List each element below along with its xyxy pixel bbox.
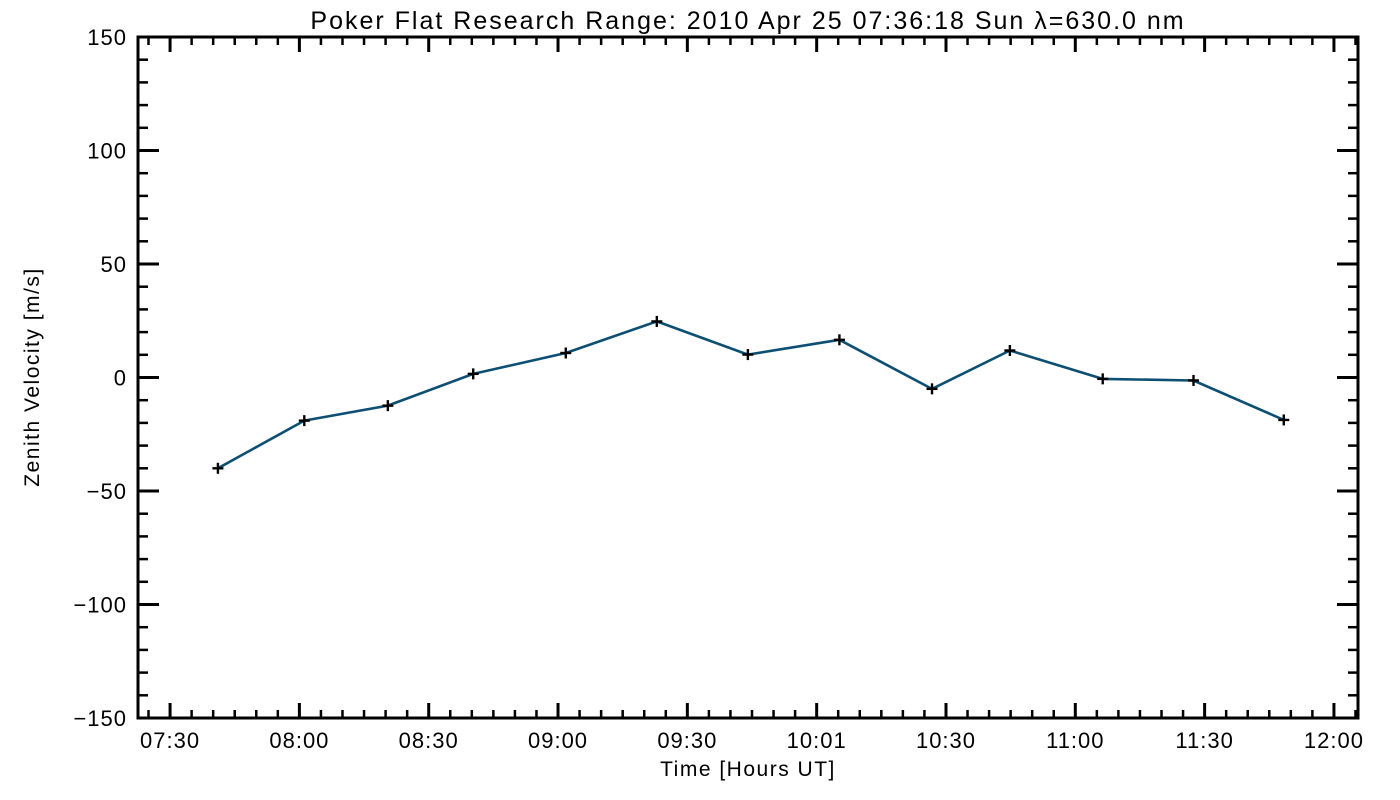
x-tick-label: 07:30 xyxy=(140,728,200,753)
x-tick-label: 08:30 xyxy=(399,728,459,753)
y-tick-label: 50 xyxy=(101,252,127,277)
y-tick-label: 0 xyxy=(114,366,127,391)
x-tick-label: 11:00 xyxy=(1046,728,1104,753)
y-tick-label: −100 xyxy=(73,593,127,618)
x-tick-label: 09:00 xyxy=(528,728,588,753)
data-markers xyxy=(212,315,1290,474)
x-tick-label: 10:30 xyxy=(916,728,976,753)
plot-box xyxy=(136,35,1360,720)
plot-title: Poker Flat Research Range: 2010 Apr 25 0… xyxy=(310,7,1186,35)
x-tick-label: 08:00 xyxy=(269,728,329,753)
x-tick-labels: 07:30 08:00 08:30 09:00 09:30 10:01 10:30 11:00… xyxy=(140,728,1364,753)
y-axis-ticks xyxy=(138,35,1358,720)
x-axis-title: Time [Hours UT] xyxy=(660,758,836,781)
y-tick-label: 100 xyxy=(87,139,127,164)
x-tick-label: 10:01 xyxy=(787,728,847,753)
data-line xyxy=(217,320,1285,470)
y-tick-label: −150 xyxy=(73,706,127,731)
y-tick-labels: −150 −100 −50 0 50 100 150 xyxy=(73,25,127,731)
y-axis-title: Zenith Velocity [m/s] xyxy=(21,267,44,487)
x-tick-label: 09:30 xyxy=(657,728,717,753)
y-tick-label: −50 xyxy=(87,479,127,504)
x-tick-label: 12:00 xyxy=(1304,728,1364,753)
x-axis-ticks xyxy=(147,37,1357,718)
y-tick-label: 150 xyxy=(87,25,127,50)
x-tick-label: 11:30 xyxy=(1175,728,1233,753)
